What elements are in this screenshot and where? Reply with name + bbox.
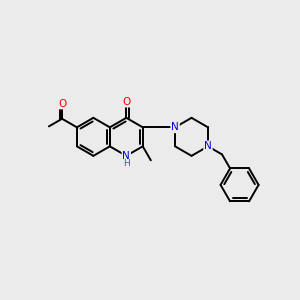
Text: H: H — [123, 159, 130, 168]
Text: O: O — [58, 99, 66, 109]
Text: N: N — [204, 141, 212, 151]
Text: N: N — [171, 122, 179, 132]
Text: N: N — [122, 151, 130, 161]
Text: O: O — [122, 97, 130, 107]
